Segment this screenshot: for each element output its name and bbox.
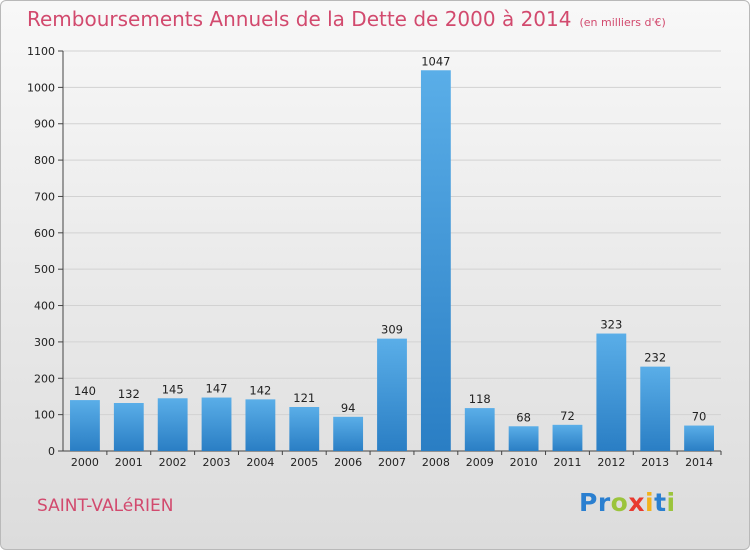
logo-letter: P xyxy=(579,488,598,517)
logo-letter: i xyxy=(645,488,655,517)
bar-value-label: 145 xyxy=(162,382,184,396)
y-tick-label: 700 xyxy=(34,190,55,203)
bar-2003 xyxy=(201,397,232,451)
bar-2002 xyxy=(157,398,188,451)
x-tick-label: 2003 xyxy=(203,456,231,469)
x-tick-label: 2004 xyxy=(246,456,274,469)
commune-name: SAINT-VALéRIEN xyxy=(37,496,174,516)
bar-2011 xyxy=(552,424,583,451)
bar-2009 xyxy=(464,408,495,451)
bar-value-label: 1047 xyxy=(421,54,450,68)
bar-value-label: 68 xyxy=(516,410,531,424)
x-tick-label: 2014 xyxy=(685,456,713,469)
x-tick-label: 2013 xyxy=(641,456,669,469)
proxiti-logo: Proxiti xyxy=(579,488,676,517)
y-tick-label: 300 xyxy=(34,336,55,349)
y-tick-label: 1100 xyxy=(27,45,55,58)
logo-letter: t xyxy=(654,488,667,517)
bar-value-label: 323 xyxy=(600,318,622,332)
x-tick-label: 2000 xyxy=(71,456,99,469)
chart-title: Remboursements Annuels de la Dette de 20… xyxy=(27,7,666,31)
bar-value-label: 132 xyxy=(118,387,140,401)
x-tick-labels: 2000 2001 2002 2003 2004 2005 2006 2007 2008 2009… xyxy=(71,451,722,469)
bar-2008 xyxy=(420,70,451,451)
logo-letter: x xyxy=(628,488,645,517)
y-tick-label: 400 xyxy=(34,300,55,313)
x-tick-label: 2002 xyxy=(159,456,187,469)
logo-letter: i xyxy=(666,488,676,517)
y-tick-label: 900 xyxy=(34,118,55,131)
y-tick-label: 600 xyxy=(34,227,55,240)
bar-value-label: 72 xyxy=(560,409,575,423)
bar-2014 xyxy=(684,425,714,451)
bar-2000 xyxy=(70,400,100,451)
logo-letter: r xyxy=(597,488,611,517)
y-tick-label: 200 xyxy=(34,372,55,385)
bar-2005 xyxy=(289,407,320,451)
y-tick-label: 100 xyxy=(34,409,55,422)
y-tick-label: 0 xyxy=(48,445,55,458)
x-tick-label: 2007 xyxy=(378,456,406,469)
bar-value-label: 70 xyxy=(692,410,707,424)
bar-value-label: 142 xyxy=(249,383,271,397)
chart-title-text: Remboursements Annuels de la Dette de 20… xyxy=(27,7,572,31)
bar-2012 xyxy=(596,333,627,451)
bar-2006 xyxy=(333,416,364,451)
x-tick-label: 2010 xyxy=(510,456,538,469)
bar-value-label: 140 xyxy=(74,384,96,398)
x-tick-label: 2009 xyxy=(466,456,494,469)
y-tick-labels: 0 100 200 300 400 500 600 700 800 900 1000 1100 xyxy=(27,45,63,458)
bar-2013 xyxy=(640,366,671,451)
bar-value-label: 121 xyxy=(293,391,315,405)
y-tick-label: 800 xyxy=(34,154,55,167)
bar-value-label: 94 xyxy=(341,401,356,415)
logo-letter: o xyxy=(610,488,629,517)
bar-2001 xyxy=(113,403,144,451)
bar-2010 xyxy=(508,426,539,451)
x-tick-label: 2012 xyxy=(597,456,625,469)
bar-value-label: 118 xyxy=(469,392,491,406)
x-tick-label: 2006 xyxy=(334,456,362,469)
x-tick-label: 2011 xyxy=(553,456,581,469)
bar-value-label: 147 xyxy=(206,382,228,396)
chart-unit-note: (en milliers d'€) xyxy=(579,16,666,29)
x-tick-label: 2005 xyxy=(290,456,318,469)
bars: 140 132 145 147 142 121 94 309 1047 118 68 72 323 232… xyxy=(70,54,714,451)
bar-value-label: 309 xyxy=(381,323,403,337)
y-tick-label: 500 xyxy=(34,263,55,276)
y-tick-label: 1000 xyxy=(27,81,55,94)
x-tick-label: 2008 xyxy=(422,456,450,469)
bar-2007 xyxy=(377,338,407,451)
bar-2004 xyxy=(245,399,276,451)
bar-value-label: 232 xyxy=(644,351,666,365)
x-tick-label: 2001 xyxy=(115,456,143,469)
